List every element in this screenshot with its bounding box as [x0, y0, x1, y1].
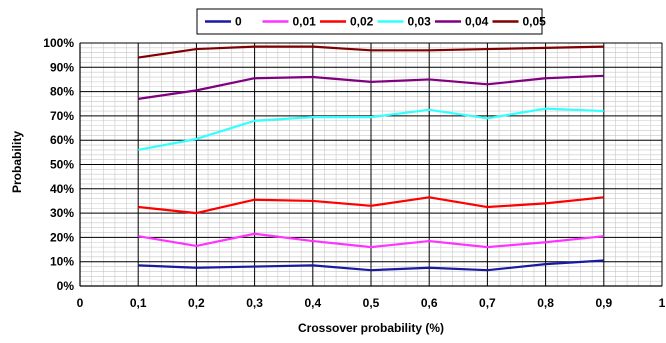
series-line-1 — [138, 232, 604, 249]
legend-label-0: 0 — [235, 15, 242, 29]
y-tick-label: 60% — [50, 133, 74, 147]
legend-label-3: 0,03 — [408, 15, 432, 29]
series-line-5 — [138, 45, 604, 59]
legend-label-5: 0,05 — [523, 15, 547, 29]
x-axis-label: Crossover probability (%) — [298, 321, 444, 335]
legend-label-1: 0,01 — [293, 15, 317, 29]
y-tick-label: 80% — [50, 85, 74, 99]
grid — [79, 42, 663, 287]
y-tick-label: 100% — [43, 36, 74, 50]
x-tick-label: 0,6 — [421, 296, 438, 310]
series-line-3 — [137, 107, 604, 152]
y-tick-label: 50% — [50, 158, 74, 172]
tick-labels: 0% 10% 20% 30% 40% 50% 60% 70% 80% 90% 100% 0 0,1 0,2… — [43, 36, 665, 310]
legend-label-4: 0,04 — [465, 15, 489, 29]
x-tick-label: 0,3 — [246, 296, 263, 310]
x-tick-label: 0 — [77, 296, 84, 310]
x-tick-label: 1 — [659, 296, 666, 310]
x-tick-label: 0,7 — [479, 296, 496, 310]
axes — [79, 43, 662, 287]
y-tick-label: 10% — [50, 255, 74, 269]
legend: 0 0,01 0,02 0,03 0,04 0,05 — [196, 8, 547, 35]
x-tick-label: 0,8 — [537, 296, 554, 310]
legend-label-2: 0,02 — [350, 15, 374, 29]
y-tick-label: 0% — [57, 279, 75, 293]
x-tick-label: 0,9 — [595, 296, 612, 310]
y-tick-label: 90% — [50, 60, 74, 74]
series-lines — [137, 45, 604, 272]
y-tick-label: 30% — [50, 206, 74, 220]
y-tick-label: 20% — [50, 230, 74, 244]
legend-box — [196, 8, 543, 35]
series-line-2 — [138, 196, 604, 215]
x-tick-label: 0,2 — [188, 296, 205, 310]
y-tick-label: 70% — [50, 109, 74, 123]
series-line-4 — [138, 74, 604, 100]
x-tick-label: 0,4 — [304, 296, 321, 310]
series-line-0 — [138, 259, 604, 272]
x-tick-label: 0,1 — [130, 296, 147, 310]
y-tick-label: 40% — [50, 182, 74, 196]
y-axis-label: Probability — [10, 131, 24, 193]
x-tick-label: 0,5 — [363, 296, 380, 310]
